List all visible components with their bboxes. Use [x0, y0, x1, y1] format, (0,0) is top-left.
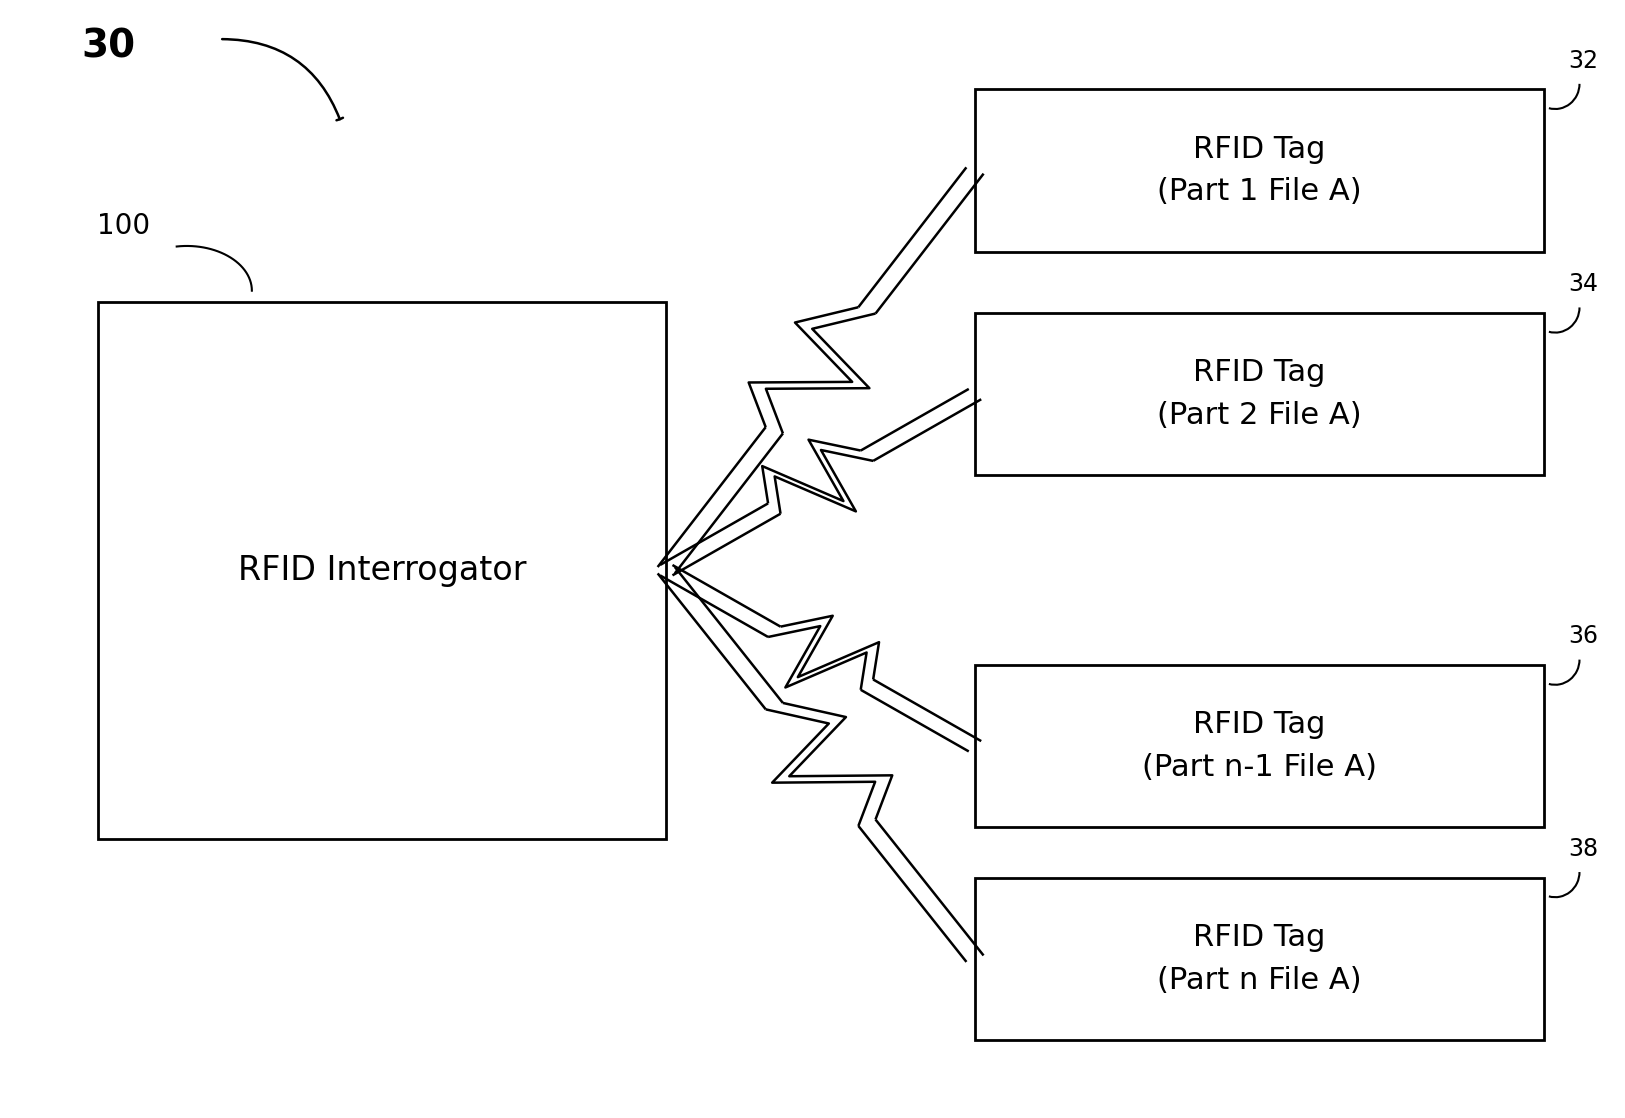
Text: RFID Interrogator: RFID Interrogator: [237, 553, 526, 587]
Bar: [98, 302, 666, 838]
Text: 100: 100: [98, 212, 151, 240]
Text: 38: 38: [1568, 837, 1599, 861]
Text: RFID Tag
(Part n-1 File A): RFID Tag (Part n-1 File A): [1142, 710, 1376, 783]
Text: 34: 34: [1568, 273, 1597, 296]
Text: 36: 36: [1568, 625, 1597, 648]
Bar: [975, 313, 1544, 475]
Text: RFID Tag
(Part n File A): RFID Tag (Part n File A): [1157, 922, 1362, 995]
Text: 32: 32: [1568, 49, 1597, 73]
Text: RFID Tag
(Part 2 File A): RFID Tag (Part 2 File A): [1157, 358, 1362, 430]
Bar: [975, 89, 1544, 252]
Text: RFID Tag
(Part 1 File A): RFID Tag (Part 1 File A): [1157, 134, 1362, 207]
Text: 30: 30: [81, 28, 135, 66]
Bar: [975, 878, 1544, 1040]
Bar: [975, 665, 1544, 827]
